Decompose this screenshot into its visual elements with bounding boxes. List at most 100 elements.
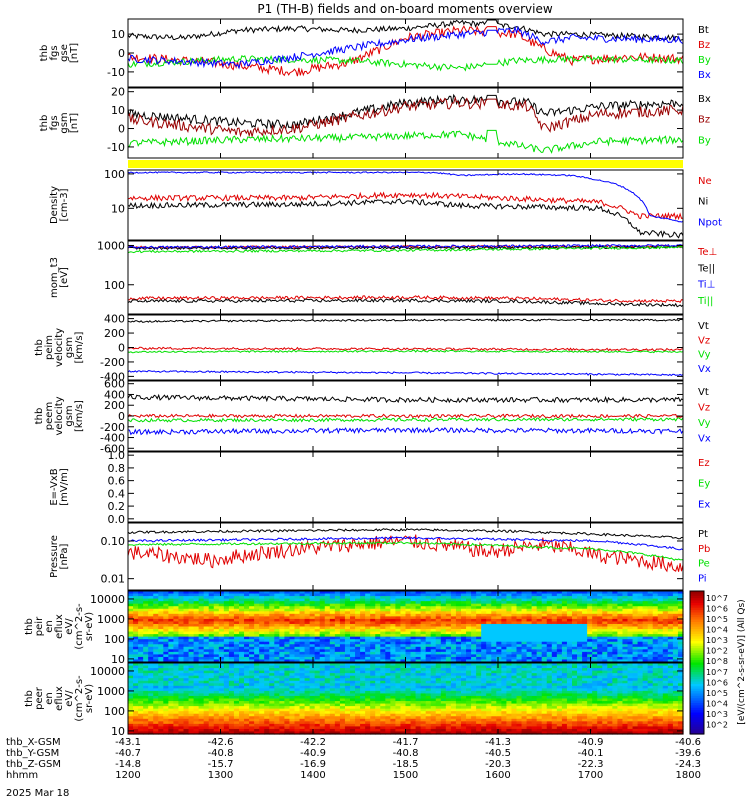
peir-spectrogram-cell: [602, 606, 608, 610]
peer-spectrogram-cell: [395, 701, 402, 705]
peir-spectrogram-cell: [435, 656, 442, 661]
peir-spectrogram-cell: [637, 601, 644, 605]
peer-spectrogram-cell: [319, 678, 326, 682]
peer-spectrogram-cell: [218, 703, 225, 707]
peir-spectrogram-cell: [455, 623, 462, 628]
peir-spectrogram-cell: [445, 618, 452, 623]
peir-spectrogram-cell: [496, 591, 502, 595]
peir-spectrogram-cell: [607, 646, 613, 650]
peir-spectrogram-cell: [511, 631, 518, 635]
peir-spectrogram-cell: [133, 629, 139, 633]
peir-spectrogram-cell: [173, 634, 180, 638]
peer-spectrogram-cell: [183, 678, 190, 682]
peir-spectrogram-cell: [466, 626, 472, 630]
peer-spectrogram-cell: [143, 723, 149, 727]
peir-spectrogram-cell: [274, 621, 280, 625]
peer-spectrogram-cell: [314, 706, 321, 710]
peir-spectrogram-cell: [163, 659, 169, 663]
peir-spectrogram-cell: [637, 621, 644, 625]
peir-spectrogram-cell: [239, 611, 245, 615]
peir-spectrogram-cell: [607, 651, 613, 655]
peir-spectrogram-cell: [163, 611, 169, 615]
peir-spectrogram-cell: [572, 649, 578, 653]
peir-spectrogram-cell: [355, 593, 361, 597]
peir-spectrogram-cell: [284, 618, 291, 623]
peer-spectrogram-cell: [178, 721, 185, 725]
peir-spectrogram-cell: [334, 631, 341, 635]
peer-spectrogram-cell: [223, 731, 230, 735]
peir-spectrogram-cell: [370, 591, 376, 595]
peer-spectrogram-cell: [203, 701, 210, 705]
peir-spectrogram-cell: [294, 626, 301, 630]
peem-velocity-series-3: [127, 426, 684, 436]
peer-spectrogram-cell: [405, 701, 412, 705]
peir-spectrogram-cell: [395, 606, 402, 610]
peer-spectrogram-cell: [339, 713, 346, 717]
peer-spectrogram-cell: [143, 713, 149, 717]
peer-spectrogram-cell: [128, 721, 134, 725]
peir-spectrogram-cell: [188, 651, 195, 655]
peir-spectrogram-cell: [395, 644, 402, 648]
peir-spectrogram-cell: [405, 651, 412, 655]
peer-spectrogram-cell: [218, 675, 225, 679]
peir-spectrogram-cell: [188, 593, 195, 597]
peer-spectrogram-cell: [314, 690, 321, 695]
peir-spectrogram-cell: [566, 659, 573, 663]
peir-spectrogram-cell: [198, 649, 205, 653]
peir-spectrogram-cell: [344, 593, 351, 597]
peir-spectrogram-cell: [476, 656, 482, 661]
peir-spectrogram-cell: [450, 636, 457, 640]
peir-spectrogram-cell: [531, 636, 538, 640]
peir-spectrogram-cell: [233, 641, 240, 645]
peir-spectrogram-cell: [566, 611, 573, 615]
peir-spectrogram-cell: [324, 606, 331, 610]
peir-spectrogram-cell: [208, 591, 215, 595]
peir-spectrogram-cell: [496, 601, 502, 605]
peir-spectrogram-cell: [491, 629, 497, 633]
peir-spectrogram-cell: [516, 591, 523, 595]
peir-spectrogram-cell: [496, 646, 502, 650]
peir-spectrogram-cell: [138, 646, 144, 650]
peir-spectrogram-cell: [153, 611, 159, 615]
peer-spectrogram-cell: [203, 678, 210, 682]
peem-velocity-legend-0: Vt: [698, 387, 709, 398]
peer-spectrogram-cell: [274, 683, 280, 687]
peir-spectrogram-cell: [279, 656, 286, 661]
peir-spectrogram-cell: [582, 623, 588, 628]
peir-spectrogram-cell: [501, 606, 508, 610]
peir-spectrogram-cell: [365, 649, 371, 653]
peir-spectrogram-cell: [299, 606, 306, 610]
peer-spectrogram-cell: [299, 728, 306, 733]
peir-spectrogram-cell: [198, 606, 205, 610]
peir-spectrogram-cell: [294, 618, 301, 623]
peir-spectrogram-cell: [309, 649, 316, 653]
peer-spectrogram-cell: [233, 701, 240, 705]
peer-spectrogram-cell: [329, 673, 336, 677]
peer-spectrogram-cell: [274, 695, 280, 700]
peir-spectrogram-cell: [677, 629, 684, 633]
peir-spectrogram-cell: [390, 646, 397, 650]
density-series-1: [127, 198, 684, 239]
peer-spectrogram-cell: [365, 721, 371, 725]
peir-spectrogram-cell: [193, 601, 200, 605]
peer-spectrogram-cell: [405, 716, 412, 720]
peir-spectrogram-cell: [319, 608, 326, 612]
peer-spectrogram-cell: [344, 698, 351, 702]
peer-spectrogram-cell: [355, 690, 361, 695]
peer-spectrogram-cell: [213, 695, 220, 700]
peir-spectrogram-cell: [133, 593, 139, 597]
peir-spectrogram-cell: [178, 608, 185, 612]
peer-spectrogram-cell: [324, 670, 331, 674]
peir-spectrogram-cell: [511, 598, 518, 602]
peir-spectrogram-cell: [546, 593, 553, 597]
peer-spectrogram-cell: [390, 688, 397, 692]
peir-spectrogram-cell: [203, 601, 210, 605]
peer-spectrogram-cell: [198, 711, 205, 715]
peir-spectrogram-cell: [551, 639, 558, 643]
peir-spectrogram-cell: [284, 646, 291, 650]
peer-spectrogram-cell: [334, 723, 341, 727]
peer-spectrogram-cell: [183, 685, 190, 689]
peir-spectrogram-cell: [324, 601, 331, 605]
peer-spectrogram-cell: [334, 701, 341, 705]
